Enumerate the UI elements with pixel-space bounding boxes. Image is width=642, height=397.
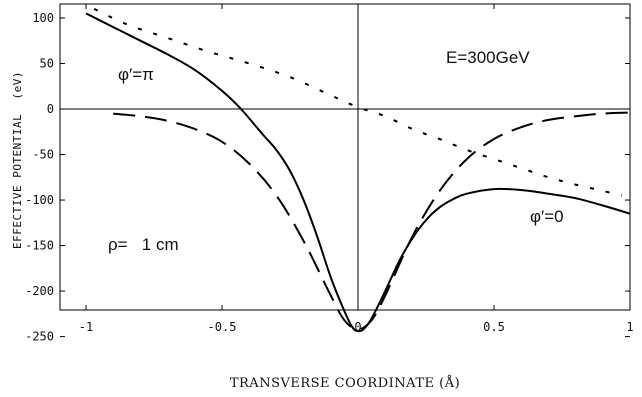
series-group — [85, 7, 631, 333]
y-tick-label: -250 — [25, 330, 54, 344]
y-axis-label: EFFECTIVE POTENTIAL (eV) — [11, 71, 24, 249]
y-tick-label: 100 — [32, 11, 54, 25]
series-line-solid — [85, 12, 631, 333]
y-tick-label: 0 — [47, 102, 54, 116]
x-tick-label: -1 — [79, 320, 93, 334]
x-axis-label: TRANSVERSE COORDINATE (Å) — [230, 375, 460, 391]
y-tick-label: -50 — [32, 148, 54, 162]
annotation-energy: E=300GeV — [446, 48, 530, 67]
x-tick-label: -0.5 — [208, 320, 237, 334]
y-tick-label: -100 — [25, 193, 54, 207]
plot-frame — [59, 3, 631, 311]
tick-labels: -1 -0.5 0 0.5 1 100 50 0 -50 -100 -150 -200 -250 — [25, 11, 634, 344]
x-tick-label: 0.5 — [483, 320, 505, 334]
tick-marks — [60, 4, 631, 338]
annotation-rho: ρ= 1 cm — [108, 235, 179, 254]
y-tick-label: -150 — [25, 239, 54, 253]
series-line-dashed — [113, 111, 631, 331]
y-tick-label: -200 — [25, 284, 54, 298]
y-tick-label: 50 — [40, 56, 54, 70]
annotation-phi-zero: φ′=0 — [530, 207, 564, 226]
x-tick-label: 1 — [626, 320, 633, 334]
x-tick-label: 0 — [354, 320, 361, 334]
annotation-phi-pi: φ′=π — [118, 65, 154, 84]
